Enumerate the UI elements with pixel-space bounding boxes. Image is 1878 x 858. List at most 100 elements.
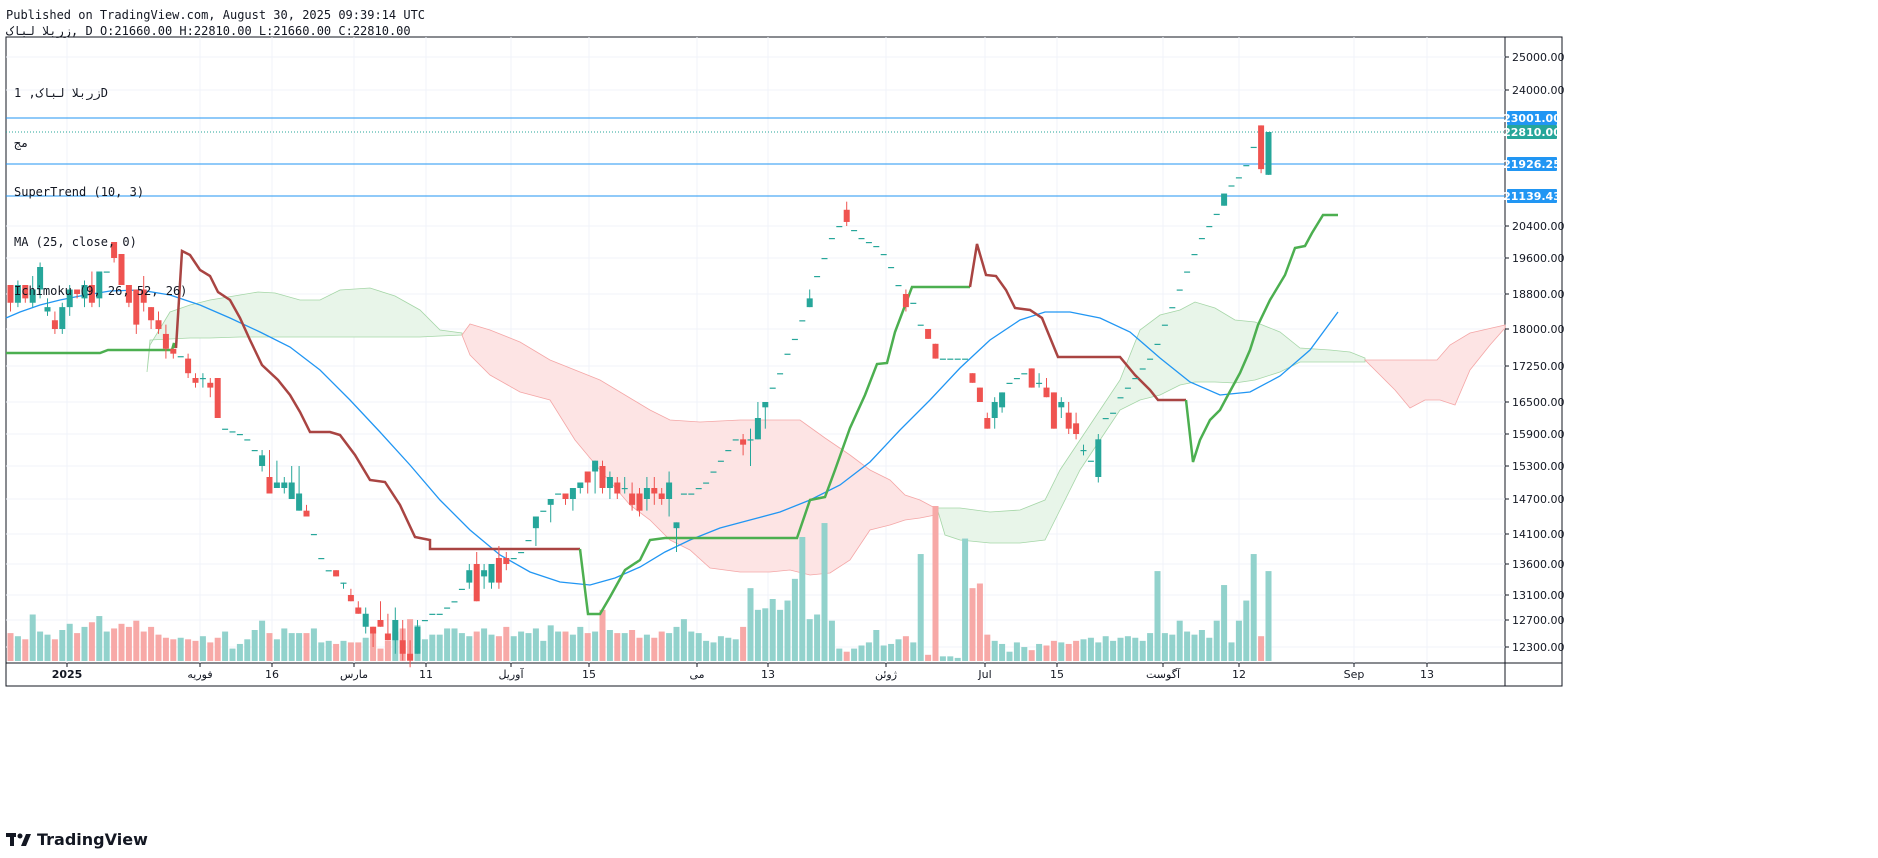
candle <box>118 254 125 285</box>
candle-body <box>518 552 525 554</box>
legend-ichimoku[interactable]: Ichimoku (9, 26, 52, 26) <box>14 284 188 298</box>
supertrend-down-2 <box>968 243 1186 402</box>
candle <box>629 482 636 511</box>
candle <box>340 582 347 589</box>
volume-bar <box>1102 636 1109 661</box>
candle <box>244 439 251 441</box>
volume-bar <box>1013 642 1020 661</box>
candle-body <box>643 488 650 499</box>
candle <box>1065 402 1072 434</box>
legend-ma[interactable]: MA (25, close, 0) <box>14 234 137 249</box>
candle <box>873 246 880 248</box>
volume-bar <box>747 588 754 661</box>
candle-body <box>1013 378 1020 380</box>
volume-bar <box>843 651 850 661</box>
volume-bar <box>717 636 724 661</box>
candle-body <box>606 477 613 488</box>
candle <box>962 358 969 360</box>
candle-body <box>1132 378 1139 380</box>
volume-bar <box>806 619 813 661</box>
candle <box>1250 146 1257 149</box>
candle <box>414 620 421 654</box>
candle <box>303 504 310 517</box>
candle <box>976 387 983 402</box>
volume-bar <box>592 631 599 661</box>
candle <box>1235 177 1242 179</box>
candle <box>821 258 828 260</box>
candle-body <box>288 482 295 499</box>
candle <box>754 402 761 440</box>
candle-body <box>1184 271 1191 273</box>
candle-body <box>658 493 665 499</box>
candle <box>1132 378 1139 380</box>
candle <box>1021 373 1028 375</box>
candle-body <box>725 450 732 452</box>
volume-bar <box>1258 636 1265 661</box>
legend-supertrend[interactable]: SuperTrend (10, 3) <box>14 185 145 199</box>
candle-body <box>222 428 229 430</box>
candle-body <box>599 466 606 488</box>
candle <box>281 477 288 494</box>
volume-bar <box>229 648 236 661</box>
candle <box>695 488 702 490</box>
ichimoku-cloud-red-1 <box>461 323 936 576</box>
candle-body <box>22 285 29 299</box>
candle-body <box>347 595 354 602</box>
supertrend-up-3 <box>1184 213 1338 463</box>
ichimoku-cloud-green-1 <box>146 287 463 373</box>
candle <box>458 588 465 590</box>
volume-bar <box>29 614 36 661</box>
candle-body <box>133 289 140 325</box>
candle <box>1139 368 1146 370</box>
candle <box>577 482 584 494</box>
candle-body <box>540 510 547 512</box>
volume-bar <box>740 626 747 661</box>
volume-bar <box>828 620 835 661</box>
volume-bar <box>1110 640 1117 661</box>
supertrend-up-2 <box>578 285 970 616</box>
volume-bar <box>1050 640 1057 661</box>
candle-body <box>1117 397 1124 399</box>
volume-bars <box>7 506 1272 661</box>
candle-body <box>621 488 628 490</box>
candle-body <box>51 320 58 329</box>
volume-bar <box>177 637 184 661</box>
candle-body <box>991 402 998 418</box>
candle-body <box>266 477 273 494</box>
candle-body <box>1243 165 1250 167</box>
candle-body <box>81 285 88 299</box>
volume-bar <box>991 640 998 661</box>
candle-body <box>1043 387 1050 398</box>
candle-body <box>207 382 214 388</box>
candle-body <box>1221 193 1228 206</box>
candle <box>725 450 732 452</box>
candle <box>236 434 243 436</box>
price-tick-label: 12700.00 <box>1512 614 1565 627</box>
volume-bar <box>703 640 710 661</box>
volume-bar <box>569 634 576 661</box>
volume-bar <box>791 578 798 661</box>
tradingview-logo: TradingView <box>6 830 148 849</box>
price-tick-label: 20400.00 <box>1512 220 1565 233</box>
candle <box>1080 444 1087 456</box>
volume-bar <box>673 626 680 661</box>
candle-body <box>636 493 643 511</box>
candle <box>421 620 428 622</box>
candle <box>984 412 991 429</box>
price-tag <box>1507 111 1557 125</box>
candle <box>148 307 155 329</box>
volume-bar <box>939 656 946 661</box>
candle-body <box>1050 392 1057 429</box>
candle-body <box>1028 368 1035 388</box>
price-tick-label: 15900.00 <box>1512 428 1565 441</box>
candle <box>1228 185 1235 187</box>
candle <box>843 201 850 226</box>
candle-body <box>547 499 554 505</box>
candle <box>362 607 369 634</box>
volume-bar <box>658 631 665 661</box>
price-tick-label: 13100.00 <box>1512 589 1565 602</box>
candle-body <box>458 588 465 590</box>
candle <box>444 607 451 609</box>
candle <box>66 285 73 316</box>
